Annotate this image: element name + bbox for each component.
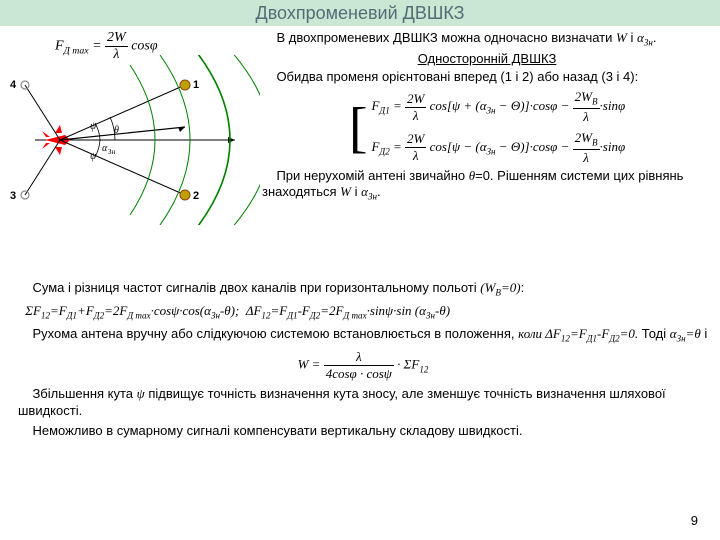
svg-text:θ: θ [114,125,119,136]
svg-text:ψ: ψ [90,121,97,132]
subheading-onesided: Односторонній ДВШКЗ [262,51,712,67]
para-beams-forward: Обидва променя орієнтовані вперед (1 і 2… [262,69,712,85]
svg-text:3: 3 [10,190,16,202]
para-sum-diff-formula: ΣF12=FД1+FД2=2FД max·cosψ·cos(αЗн-θ); ΔF… [18,303,708,322]
formula-w: W = λ4cosφ · cosψ · ΣF12 [18,349,708,383]
svg-text:2: 2 [193,190,199,202]
bracket-line-2: FД2 = 2Wλ cos[ψ − (αЗн − Θ)]·cosφ − 2WBλ… [371,130,625,166]
para-psi-accuracy: Збільшення кута ψ підвищує точність визн… [18,386,708,419]
bracket-line-1: FД1 = 2Wλ cos[ψ + (αЗн − Θ)]·cosφ − 2WBλ… [371,89,625,125]
beam-diagram: ψθαЗнψ1234 [10,55,260,225]
para-sum-diff-intro: Сума і різниця частот сигналів двох кана… [18,280,708,299]
svg-text:1: 1 [193,79,199,91]
svg-text:ψ: ψ [90,151,97,162]
para-moving-antenna: Рухома антена вручну або слідкуючою сист… [18,326,708,345]
bracket-glyph: [ [349,100,368,156]
para-fixed-antenna: При нерухомій антені звичайно θ=0. Рішен… [262,168,712,203]
bracket-formula-block: [ FД1 = 2Wλ cos[ψ + (αЗн − Θ)]·cosφ − 2W… [262,89,712,165]
title-bar: Двохпроменевий ДВШКЗ [0,0,720,26]
svg-text:Зн: Зн [108,148,116,156]
lower-block: Сума і різниця частот сигналів двох кана… [18,280,708,443]
svg-text:4: 4 [10,79,17,91]
page-number: 9 [691,513,698,528]
title-text: Двохпроменевий ДВШКЗ [256,3,465,23]
right-column: В двохпроменевих ДВШКЗ можна одночасно в… [262,30,712,205]
para-intro: В двохпроменевих ДВШКЗ можна одночасно в… [262,30,712,49]
para-vertical-component: Неможливо в сумарному сигналі компенсува… [18,423,708,439]
